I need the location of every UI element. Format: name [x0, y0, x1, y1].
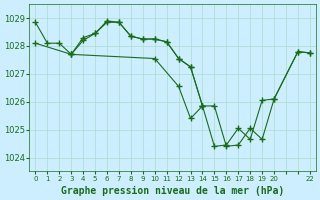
X-axis label: Graphe pression niveau de la mer (hPa): Graphe pression niveau de la mer (hPa) [61, 186, 284, 196]
